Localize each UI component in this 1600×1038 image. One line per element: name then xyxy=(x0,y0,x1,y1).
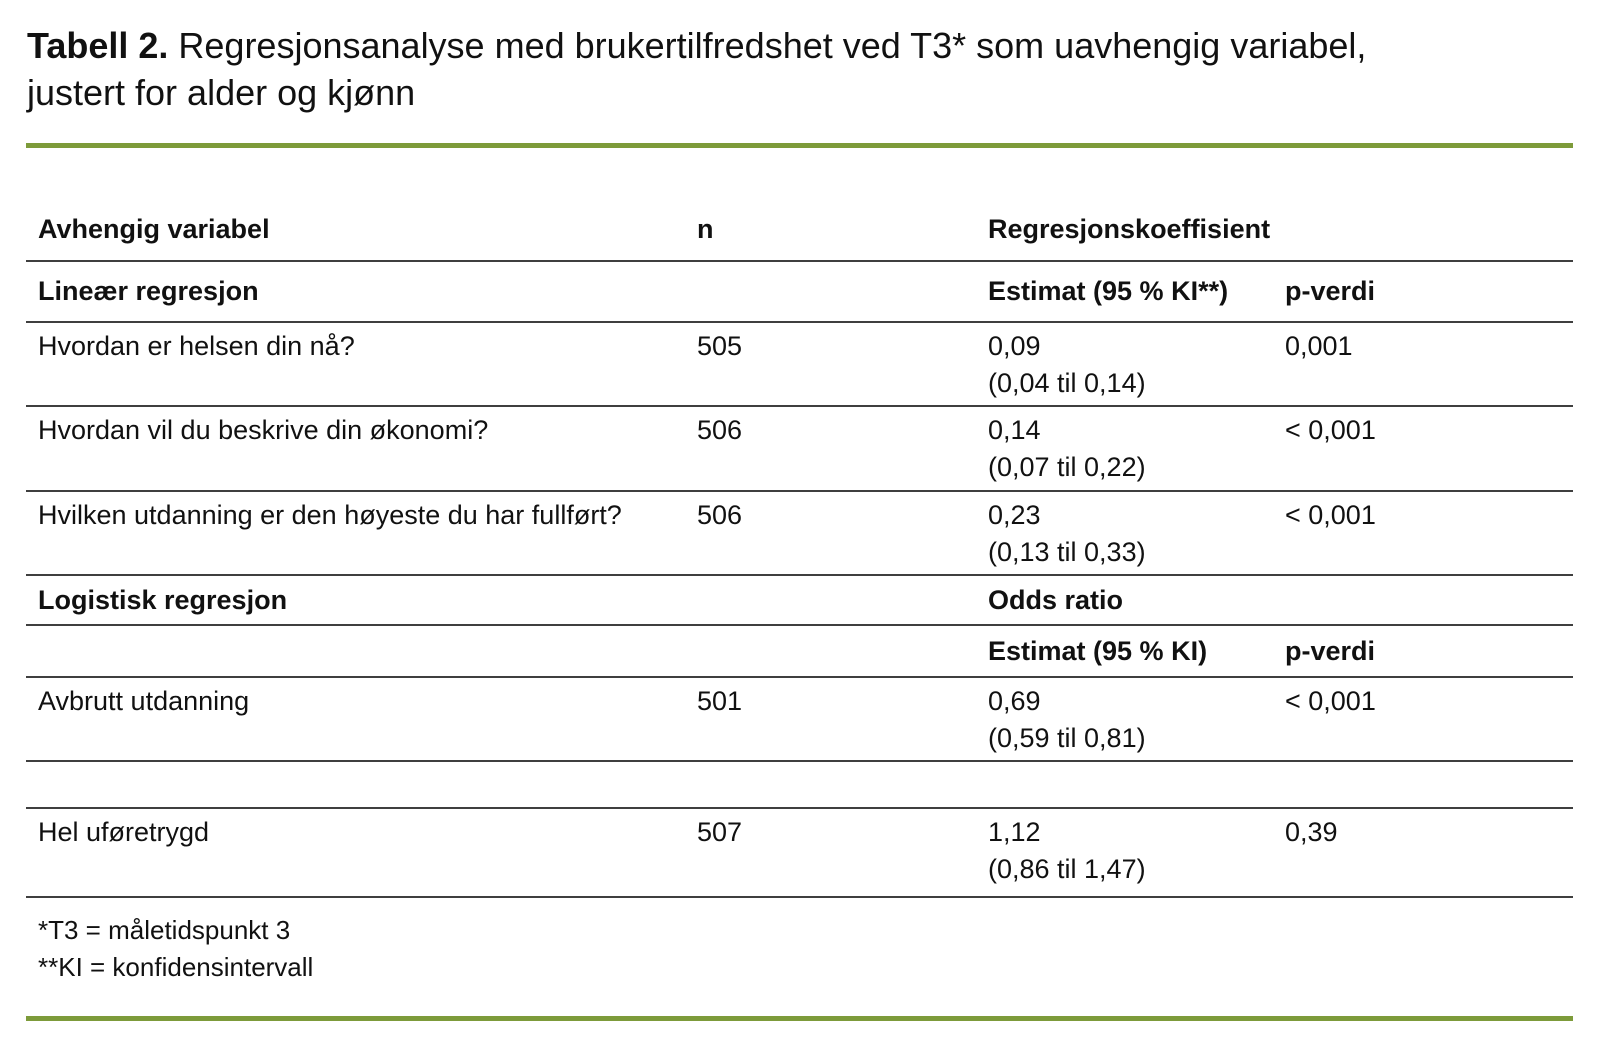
accent-rule-top xyxy=(26,143,1573,148)
cell-p-value: 0,001 xyxy=(1285,331,1353,361)
estimate-value: 1,12 xyxy=(988,817,1041,847)
cell-variable: Hvordan vil du beskrive din økonomi? xyxy=(38,415,489,445)
cell-variable: Hel uføretrygd xyxy=(38,817,210,847)
table-row: Avbrutt utdanning 501 0,69 (0,59 til 0,8… xyxy=(26,678,1573,762)
table-row: Hvordan vil du beskrive din økonomi? 506… xyxy=(26,407,1573,492)
subheader-p-value: p-verdi xyxy=(1285,276,1376,306)
estimate-value: 0,14 xyxy=(988,415,1041,445)
subheader-odds-ratio: Odds ratio xyxy=(988,585,1124,615)
section-row-logistic-regression: Logistisk regresjon Odds ratio xyxy=(26,576,1573,626)
cell-n: 507 xyxy=(697,817,743,847)
cell-estimate-ci: 0,69 (0,59 til 0,81) xyxy=(988,683,1285,760)
cell-n: 506 xyxy=(697,500,743,530)
confidence-interval: (0,13 til 0,33) xyxy=(988,537,1146,567)
cell-estimate-ci: 1,12 (0,86 til 1,47) xyxy=(988,814,1285,896)
cell-p-value: < 0,001 xyxy=(1285,500,1376,530)
estimate-value: 0,69 xyxy=(988,686,1041,716)
header-dependent-variable: Avhengig variabel xyxy=(38,214,270,244)
header-n: n xyxy=(697,214,714,244)
subheader-estimate: Estimat (95 % KI) xyxy=(988,636,1208,666)
confidence-interval: (0,04 til 0,14) xyxy=(988,368,1146,398)
header-regression-coefficient: Regresjonskoeffisient xyxy=(988,214,1271,244)
cell-n: 501 xyxy=(697,686,743,716)
cell-estimate-ci: 0,09 (0,04 til 0,14) xyxy=(988,328,1285,405)
cell-n: 505 xyxy=(697,331,743,361)
table-row: Hvordan er helsen din nå? 505 0,09 (0,04… xyxy=(26,323,1573,407)
table-title-line1: Regresjonsanalyse med brukertilfredshet … xyxy=(178,25,1367,66)
table-title-line2: justert for alder og kjønn xyxy=(27,72,416,113)
footnote-t3: *T3 = måletidspunkt 3 xyxy=(38,915,291,945)
confidence-interval: (0,07 til 0,22) xyxy=(988,452,1146,482)
confidence-interval: (0,59 til 0,81) xyxy=(988,723,1146,753)
estimate-value: 0,23 xyxy=(988,500,1041,530)
subheader-p-value: p-verdi xyxy=(1285,636,1376,666)
cell-estimate-ci: 0,14 (0,07 til 0,22) xyxy=(988,412,1285,490)
confidence-interval: (0,86 til 1,47) xyxy=(988,854,1146,884)
table-row: Hel uføretrygd 507 1,12 (0,86 til 1,47) … xyxy=(26,809,1573,898)
cell-variable: Hvilken utdanning er den høyeste du har … xyxy=(38,500,622,530)
cell-estimate-ci: 0,23 (0,13 til 0,33) xyxy=(988,497,1285,574)
cell-variable: Avbrutt utdanning xyxy=(38,686,250,716)
table-title-label: Tabell 2. xyxy=(27,25,169,66)
table-footnotes: *T3 = måletidspunkt 3 **KI = konfidensin… xyxy=(38,912,313,986)
regression-table: Avhengig variabel n Regresjonskoeffisien… xyxy=(26,148,1573,898)
table-title: Tabell 2. Regresjonsanalyse med brukerti… xyxy=(27,22,1527,116)
cell-p-value: < 0,001 xyxy=(1285,686,1376,716)
table-header-row: Avhengig variabel n Regresjonskoeffisien… xyxy=(26,148,1573,262)
cell-n: 506 xyxy=(697,415,743,445)
subheader-estimate: Estimat (95 % KI**) xyxy=(988,276,1229,306)
subheader-row-logistic: Estimat (95 % KI) p-verdi xyxy=(26,626,1573,678)
cell-p-value: < 0,001 xyxy=(1285,415,1376,445)
estimate-value: 0,09 xyxy=(988,331,1041,361)
section-label: Logistisk regresjon xyxy=(38,585,288,615)
section-row-linear-regression: Lineær regresjon Estimat (95 % KI**) p-v… xyxy=(26,262,1573,323)
section-label: Lineær regresjon xyxy=(38,276,259,306)
cell-p-value: 0,39 xyxy=(1285,817,1338,847)
footnote-ki: **KI = konfidensintervall xyxy=(38,952,314,982)
accent-rule-bottom xyxy=(26,1016,1573,1021)
table-row: Hvilken utdanning er den høyeste du har … xyxy=(26,492,1573,576)
spacer-row xyxy=(26,762,1573,809)
cell-variable: Hvordan er helsen din nå? xyxy=(38,331,355,361)
